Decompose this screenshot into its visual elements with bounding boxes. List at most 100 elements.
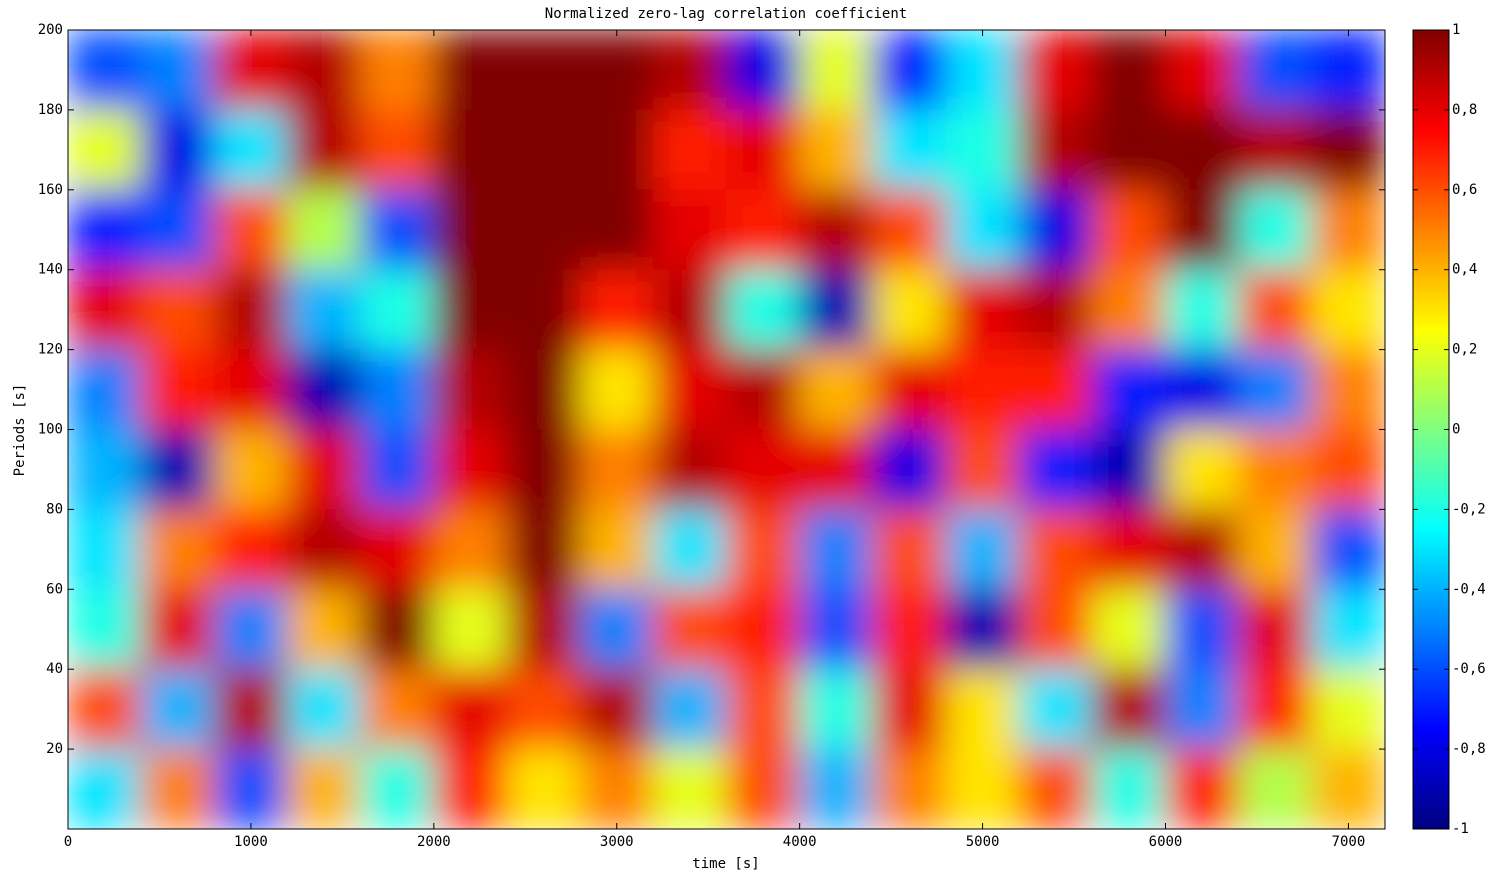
heat-cell	[141, 749, 215, 830]
heat-cell	[946, 349, 1020, 430]
heat-cell	[1238, 509, 1312, 590]
heat-cell	[360, 669, 434, 750]
heat-cell	[580, 509, 654, 590]
heat-cell	[287, 429, 361, 510]
heat-cell	[1165, 429, 1239, 510]
heat-cell	[433, 109, 507, 190]
heat-cell	[726, 109, 800, 190]
heat-cell	[653, 189, 727, 270]
heat-cell	[1238, 589, 1312, 670]
heat-cell	[1092, 669, 1166, 750]
heat-cell	[1165, 109, 1239, 190]
x-tick-label: 0	[64, 834, 72, 850]
heat-cell	[580, 109, 654, 190]
heat-cell	[507, 30, 581, 111]
heat-cell	[1238, 189, 1312, 270]
heat-cell	[141, 429, 215, 510]
heat-cell	[1165, 349, 1239, 430]
x-tick-label: 2000	[417, 834, 451, 850]
heat-cell	[1238, 30, 1312, 111]
heat-cell	[799, 749, 873, 830]
heat-cell	[507, 269, 581, 350]
heat-cell	[1019, 269, 1093, 350]
heat-cell	[1165, 589, 1239, 670]
heat-cell	[433, 349, 507, 430]
heat-cell	[1238, 349, 1312, 430]
y-tick-label: 160	[38, 182, 63, 198]
chart-title: Normalized zero-lag correlation coeffici…	[545, 6, 907, 22]
heat-cell	[580, 269, 654, 350]
heat-cell	[287, 349, 361, 430]
heat-cell	[214, 509, 288, 590]
heat-cell	[433, 749, 507, 830]
heat-cell	[214, 589, 288, 670]
heat-cell	[946, 429, 1020, 510]
heat-cell	[214, 109, 288, 190]
heat-cell	[360, 349, 434, 430]
heat-cell	[360, 109, 434, 190]
heat-cell	[1311, 30, 1385, 111]
heat-cell	[68, 189, 142, 270]
heat-cell	[1238, 749, 1312, 830]
heat-cell	[287, 589, 361, 670]
colorbar	[1413, 30, 1449, 829]
heat-cell	[141, 589, 215, 670]
heat-cell	[1019, 189, 1093, 270]
heat-cell	[1311, 749, 1385, 830]
heat-cell	[1092, 109, 1166, 190]
heat-cell	[580, 429, 654, 510]
heatmap	[68, 30, 1386, 830]
heat-cell	[1092, 429, 1166, 510]
heat-cell	[287, 669, 361, 750]
heat-cell	[653, 509, 727, 590]
heat-cell	[507, 669, 581, 750]
heat-cell	[1238, 429, 1312, 510]
heat-cell	[946, 669, 1020, 750]
heat-cell	[872, 30, 946, 111]
heat-cell	[287, 509, 361, 590]
heat-cell	[946, 189, 1020, 270]
heat-cell	[1019, 30, 1093, 111]
y-tick-label: 60	[46, 581, 63, 597]
heat-cell	[1165, 749, 1239, 830]
heat-cell	[726, 509, 800, 590]
heat-cell	[507, 109, 581, 190]
heat-cell	[1311, 189, 1385, 270]
heat-cell	[726, 669, 800, 750]
colorbar-tick-label: 0,8	[1452, 102, 1477, 118]
heat-cell	[872, 269, 946, 350]
y-tick-label: 40	[46, 661, 63, 677]
heat-cell	[799, 429, 873, 510]
heat-cell	[1238, 109, 1312, 190]
x-tick-label: 3000	[600, 834, 634, 850]
colorbar-tick-label: -0,8	[1452, 741, 1486, 757]
y-tick-label: 140	[38, 262, 63, 278]
heat-cell	[141, 30, 215, 111]
heat-cell	[360, 589, 434, 670]
x-tick-label: 1000	[234, 834, 268, 850]
heat-cell	[433, 509, 507, 590]
heat-cell	[946, 749, 1020, 830]
heat-cell	[653, 269, 727, 350]
heat-cell	[433, 669, 507, 750]
heat-cell	[214, 30, 288, 111]
heat-cell	[68, 509, 142, 590]
heat-cell	[68, 429, 142, 510]
heat-cell	[1092, 189, 1166, 270]
heat-cell	[946, 30, 1020, 111]
y-tick-label: 180	[38, 102, 63, 118]
heat-cell	[653, 349, 727, 430]
heat-cell	[68, 589, 142, 670]
y-tick-label: 20	[46, 741, 63, 757]
heat-cell	[726, 189, 800, 270]
heat-cell	[1311, 429, 1385, 510]
heat-cell	[507, 189, 581, 270]
heat-cell	[946, 589, 1020, 670]
heat-cell	[580, 189, 654, 270]
y-tick-label: 100	[38, 422, 63, 438]
heat-cell	[653, 749, 727, 830]
heat-cell	[1311, 269, 1385, 350]
colorbar-tick-label: 0,4	[1452, 262, 1477, 278]
heat-cell	[726, 30, 800, 111]
heat-cell	[141, 669, 215, 750]
